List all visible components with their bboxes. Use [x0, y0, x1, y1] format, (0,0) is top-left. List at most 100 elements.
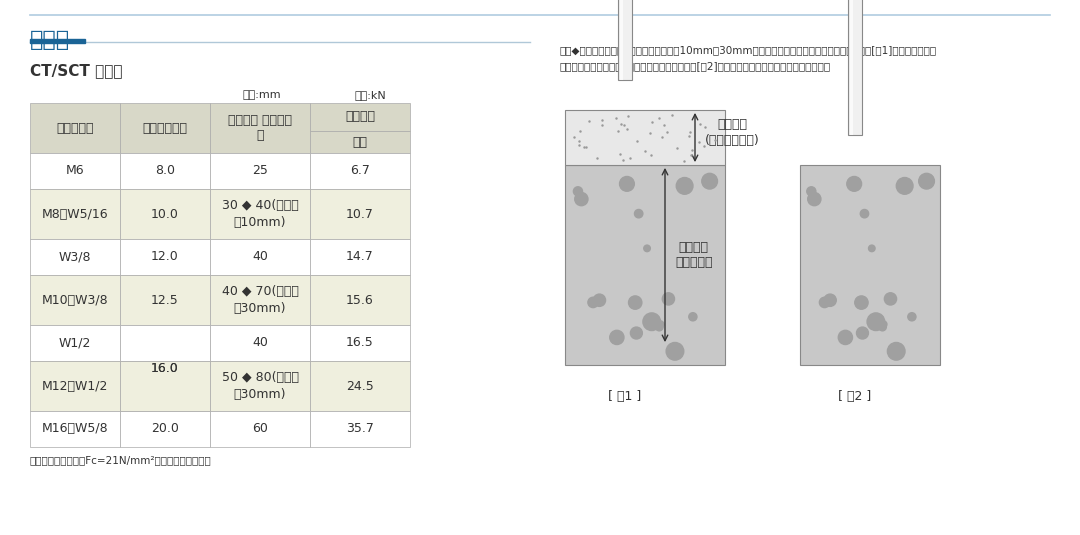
Circle shape [629, 296, 642, 309]
Text: [ 図1 ]: [ 図1 ] [608, 390, 642, 403]
Text: 12.0: 12.0 [151, 250, 179, 264]
Text: アンカー外径: アンカー外径 [143, 121, 188, 134]
Bar [310, 411, 410, 447]
Bar [210, 239, 310, 275]
Text: 15.6: 15.6 [346, 294, 374, 307]
Bar [120, 325, 210, 411]
Text: M10･W3/8: M10･W3/8 [42, 294, 108, 307]
Bar [310, 275, 410, 325]
Circle shape [908, 312, 916, 321]
Bar [800, 165, 940, 365]
Bar [620, 0, 623, 80]
Text: 20.0: 20.0 [151, 423, 179, 435]
Text: M8･W5/16: M8･W5/16 [42, 208, 108, 220]
Text: CT/SCT タイプ: CT/SCT タイプ [30, 63, 122, 78]
Bar [310, 361, 410, 411]
Bar [210, 153, 310, 189]
Circle shape [807, 187, 815, 196]
Circle shape [888, 342, 905, 360]
Text: 単位:mm: 単位:mm [243, 90, 281, 100]
Text: 14.7: 14.7 [346, 250, 374, 264]
Bar [120, 361, 210, 411]
Circle shape [868, 245, 875, 251]
Bar [565, 110, 725, 165]
Text: アンカー
埋込み長さ: アンカー 埋込み長さ [675, 241, 713, 269]
Bar [30, 411, 120, 447]
Bar [30, 153, 120, 189]
Bar [310, 103, 410, 131]
Bar [30, 103, 120, 153]
Bar [120, 325, 210, 361]
Bar [30, 361, 120, 411]
Circle shape [824, 294, 836, 307]
Circle shape [689, 312, 697, 321]
Text: 8.0: 8.0 [156, 164, 175, 178]
Circle shape [808, 193, 821, 205]
Text: 16.0: 16.0 [151, 362, 179, 374]
Bar [310, 189, 410, 239]
Circle shape [861, 210, 868, 218]
Text: アンカー 埋込み長
さ: アンカー 埋込み長 さ [228, 114, 292, 142]
Text: ･コンクリート強度Fc=21N/mm²のカタログ値です。: ･コンクリート強度Fc=21N/mm²のカタログ値です。 [30, 455, 212, 465]
Text: W1/2: W1/2 [58, 337, 91, 349]
Bar [120, 189, 210, 239]
Circle shape [666, 342, 684, 360]
Text: M16･W5/8: M16･W5/8 [42, 423, 108, 435]
Circle shape [838, 330, 852, 345]
Bar [120, 103, 210, 153]
Bar [30, 325, 120, 361]
Bar [120, 411, 210, 447]
Text: 30 ◆ 40(仕上材
厚10mm): 30 ◆ 40(仕上材 厚10mm) [221, 199, 298, 229]
Circle shape [880, 321, 887, 328]
Text: 最大荷重: 最大荷重 [345, 111, 375, 124]
Circle shape [676, 178, 693, 194]
Bar [30, 239, 120, 275]
Circle shape [610, 330, 624, 345]
Text: 仕上材厚
(モルタルなど): 仕上材厚 (モルタルなど) [705, 118, 759, 147]
Circle shape [847, 177, 862, 192]
Bar [210, 325, 310, 361]
Text: 10.0: 10.0 [151, 208, 179, 220]
Text: 35.7: 35.7 [346, 423, 374, 435]
Circle shape [662, 293, 675, 305]
Bar [120, 239, 210, 275]
Text: W3/8: W3/8 [58, 250, 91, 264]
Circle shape [588, 297, 598, 308]
Circle shape [820, 297, 829, 308]
Circle shape [593, 294, 606, 307]
Circle shape [644, 245, 650, 251]
Circle shape [854, 296, 868, 309]
Circle shape [657, 321, 664, 328]
Bar [850, 0, 853, 135]
Circle shape [878, 323, 887, 331]
Circle shape [620, 177, 634, 192]
Text: 50 ◆ 80(仕上材
厚30mm): 50 ◆ 80(仕上材 厚30mm) [221, 371, 298, 401]
Text: へのアンカー埋込み長さは、仕上材等がない場合[図2]と同じため、荷重は同数値となります。: へのアンカー埋込み長さは、仕上材等がない場合[図2]と同じため、荷重は同数値とな… [561, 61, 832, 71]
Text: M6: M6 [66, 164, 84, 178]
Bar [565, 165, 725, 365]
Text: 6.7: 6.7 [350, 164, 370, 178]
Bar [120, 275, 210, 325]
Text: 引張: 引張 [352, 135, 367, 149]
Text: 40: 40 [252, 337, 268, 349]
Bar [618, 0, 632, 80]
Bar [310, 325, 410, 361]
Circle shape [575, 193, 588, 205]
Text: 40: 40 [252, 250, 268, 264]
Text: [ 図2 ]: [ 図2 ] [838, 390, 872, 403]
Circle shape [643, 313, 661, 331]
Circle shape [919, 173, 934, 189]
Circle shape [702, 173, 717, 189]
Bar [30, 275, 120, 325]
Bar [310, 153, 410, 189]
Text: 12.5: 12.5 [151, 294, 179, 307]
Circle shape [896, 178, 913, 194]
Bar [210, 275, 310, 325]
Text: 25: 25 [252, 164, 268, 178]
Circle shape [634, 210, 643, 218]
Text: 16.0: 16.0 [151, 362, 179, 374]
Circle shape [656, 323, 663, 331]
Circle shape [573, 187, 582, 196]
Circle shape [856, 327, 868, 339]
Circle shape [631, 327, 643, 339]
